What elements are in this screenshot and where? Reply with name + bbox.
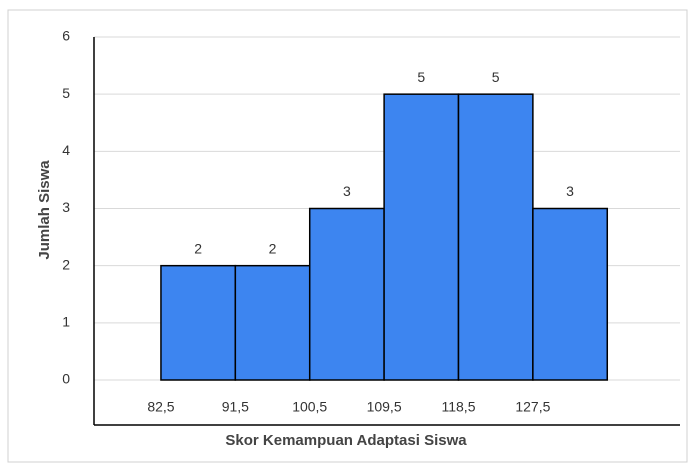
bar	[308, 207, 385, 381]
data-label: 5	[417, 69, 425, 85]
y-tick-label: 4	[62, 142, 70, 158]
bar	[457, 93, 534, 381]
y-tick-label: 2	[62, 256, 70, 272]
bar	[160, 264, 237, 381]
y-tick-label: 1	[62, 314, 70, 330]
x-tick-label: 109,5	[367, 399, 402, 415]
bar	[383, 93, 460, 381]
data-label: 5	[492, 69, 500, 85]
y-tick-label: 5	[62, 85, 70, 101]
x-axis-title: Skor Kemampuan Adaptasi Siswa	[225, 432, 467, 449]
x-tick-label: 127,5	[515, 399, 550, 415]
x-tick-label: 91,5	[222, 399, 249, 415]
data-label: 3	[343, 183, 351, 199]
bar	[234, 264, 311, 381]
y-tick-label: 6	[62, 28, 70, 44]
data-label: 2	[269, 240, 277, 256]
y-axis-title: Jumlah Siswa	[36, 160, 53, 260]
data-label: 2	[194, 240, 202, 256]
bar	[532, 207, 609, 381]
x-tick-label: 118,5	[441, 399, 475, 415]
y-tick-label: 0	[62, 371, 70, 387]
x-tick-label: 100,5	[292, 399, 327, 415]
x-tick-label: 82,5	[147, 399, 174, 415]
y-tick-label: 3	[62, 199, 70, 215]
data-label: 3	[566, 183, 574, 199]
